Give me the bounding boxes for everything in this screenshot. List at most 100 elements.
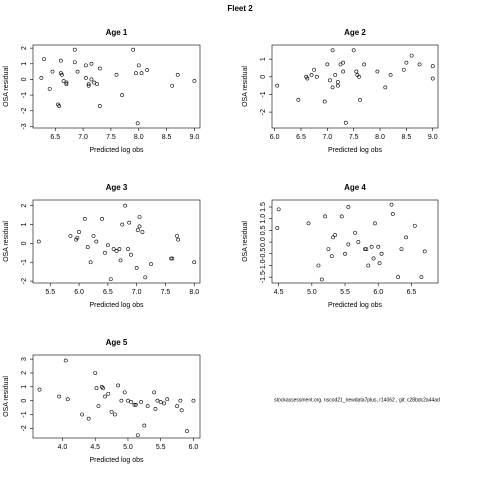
page-title: Fleet 2	[227, 4, 253, 13]
y-tick-label: -1	[21, 92, 28, 98]
point	[314, 74, 319, 79]
y-tick-label: 0	[260, 75, 267, 79]
point	[64, 82, 69, 87]
point	[377, 261, 382, 266]
point	[323, 214, 328, 219]
point	[430, 64, 435, 69]
point	[139, 71, 144, 76]
y-tick-label: 0	[21, 77, 28, 81]
point	[112, 412, 117, 417]
point	[341, 60, 346, 65]
point	[36, 239, 41, 244]
y-axis-label: OSA residual	[242, 221, 249, 262]
y-tick-label: 1	[21, 222, 28, 226]
x-tick-label: 7.5	[106, 134, 116, 141]
point	[328, 78, 332, 83]
point	[175, 233, 179, 238]
x-tick-label: 4.5	[274, 289, 284, 296]
y-tick-label: 0	[21, 399, 28, 403]
y-tick-label: -1	[21, 411, 28, 417]
point	[357, 74, 361, 79]
x-tick-label: 7.0	[322, 134, 332, 141]
point	[330, 48, 335, 53]
x-axis-label: Predicted log obs	[328, 302, 383, 309]
point	[128, 252, 133, 257]
y-tick-label: -1.0	[260, 259, 267, 271]
point	[123, 203, 128, 208]
point	[383, 85, 388, 90]
point	[373, 221, 377, 226]
point	[358, 97, 362, 102]
x-tick-label: 6.5	[296, 134, 306, 141]
plot-box	[32, 199, 201, 284]
x-tick-label: 7.5	[161, 289, 171, 296]
y-tick-label: 1.5	[260, 202, 267, 212]
point	[353, 230, 357, 235]
point	[178, 398, 183, 403]
x-tick-label: 6.5	[407, 289, 417, 296]
point	[409, 53, 414, 58]
point	[396, 275, 401, 280]
point	[117, 247, 122, 251]
x-tick-label: 8.5	[162, 134, 172, 141]
x-axis-label: Predicted log obs	[89, 302, 144, 309]
point	[329, 254, 334, 259]
point	[63, 358, 68, 363]
y-tick-label: 2	[21, 371, 28, 375]
point	[86, 82, 91, 87]
y-tick-label: -0.5	[260, 248, 267, 260]
y-tick-label: 3	[21, 357, 28, 361]
point	[333, 233, 337, 237]
point	[145, 68, 150, 72]
point	[39, 75, 44, 80]
point	[74, 237, 79, 242]
panel-title: Age 4	[344, 183, 366, 192]
point	[139, 400, 143, 404]
point	[419, 275, 424, 280]
point	[134, 71, 138, 76]
point	[101, 386, 105, 391]
point	[309, 73, 314, 77]
point	[68, 233, 73, 238]
y-tick-label: -1	[21, 259, 28, 265]
point	[119, 398, 124, 403]
point	[88, 260, 93, 265]
point	[135, 228, 140, 233]
point	[158, 400, 163, 404]
point	[170, 256, 175, 261]
x-tick-label: 9.0	[190, 134, 200, 141]
point	[351, 48, 356, 53]
x-tick-label: 4.0	[58, 444, 68, 451]
point	[296, 97, 301, 102]
point	[330, 85, 335, 90]
point	[326, 247, 331, 251]
point	[175, 404, 179, 409]
y-tick-label: 1	[21, 385, 28, 389]
point	[356, 240, 361, 244]
y-tick-label: -1.5	[260, 271, 267, 283]
y-tick-label: 0.5	[260, 225, 267, 235]
point	[430, 76, 435, 81]
y-tick-label: -2	[260, 109, 267, 115]
point	[82, 216, 87, 221]
point	[175, 72, 180, 77]
panel-title: Age 2	[344, 28, 366, 37]
point	[91, 233, 96, 238]
y-tick-label: 0.0	[260, 237, 267, 247]
x-axis-label: Predicted log obs	[89, 457, 144, 464]
point	[77, 230, 81, 234]
point	[390, 212, 395, 216]
y-axis-label: OSA residual	[3, 221, 10, 262]
point	[325, 62, 330, 67]
point	[346, 242, 351, 247]
point	[401, 67, 406, 72]
y-tick-label: -1	[260, 91, 267, 97]
y-tick-label: -2	[21, 425, 28, 431]
point	[47, 86, 52, 91]
point	[100, 216, 105, 221]
point	[57, 104, 62, 108]
point	[305, 76, 310, 81]
point	[165, 397, 170, 402]
point	[103, 394, 107, 399]
point	[422, 249, 427, 254]
